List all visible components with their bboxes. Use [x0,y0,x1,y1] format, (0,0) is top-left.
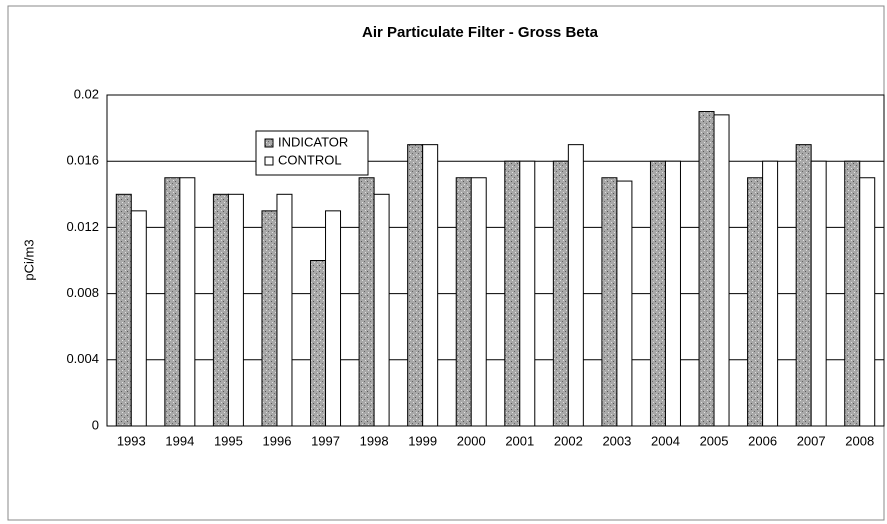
x-tick-label: 1996 [263,433,292,448]
bar [762,160,779,427]
bar [810,160,827,427]
y-tick-label: 0.016 [66,153,99,168]
x-tick-label: 1997 [311,433,340,448]
x-tick-label: 1994 [165,433,194,448]
legend-box [255,130,369,176]
x-tick-label: 1995 [214,433,243,448]
bar [713,114,730,427]
bar [179,177,196,427]
bar [747,177,764,427]
y-axis-label: pCi/m3 [21,239,36,280]
bar [649,160,666,427]
bar [310,260,327,427]
legend-label: INDICATOR [278,134,348,149]
bar [407,144,424,427]
x-tick-label: 1998 [360,433,389,448]
bar [859,177,876,427]
x-tick-label: 2005 [700,433,729,448]
bar [552,160,569,427]
y-tick-label: 0.012 [66,219,99,234]
legend-label: CONTROL [278,152,342,167]
y-tick-label: 0 [92,417,99,432]
y-tick-label: 0.02 [74,86,99,101]
bar [470,177,487,427]
bar [422,144,439,427]
bar [504,160,521,427]
bar [664,160,681,427]
bar [115,193,132,427]
x-tick-label: 2001 [505,433,534,448]
x-tick-label: 2003 [602,433,631,448]
bar [325,210,342,427]
x-tick-label: 2008 [845,433,874,448]
bar [455,177,472,427]
x-tick-label: 2000 [457,433,486,448]
x-tick-label: 2004 [651,433,680,448]
x-tick-label: 1999 [408,433,437,448]
bar [261,210,278,427]
bar [601,177,618,427]
bar [844,160,861,427]
legend-swatch [264,156,274,166]
bar [227,193,244,427]
x-tick-label: 2002 [554,433,583,448]
bar [276,193,293,427]
x-tick-label: 1993 [117,433,146,448]
bar [698,111,715,427]
bar [567,144,584,427]
legend-swatch [264,138,274,148]
bar [130,210,147,427]
y-tick-label: 0.008 [66,285,99,300]
bar [373,193,390,427]
bar [358,177,375,427]
bar [616,180,633,427]
bar [212,193,229,427]
chart-title: Air Particulate Filter - Gross Beta [362,24,599,41]
bar [164,177,181,427]
bar [519,160,536,427]
bar [795,144,812,427]
x-tick-label: 2006 [748,433,777,448]
x-tick-label: 2007 [797,433,826,448]
y-tick-label: 0.004 [66,351,99,366]
